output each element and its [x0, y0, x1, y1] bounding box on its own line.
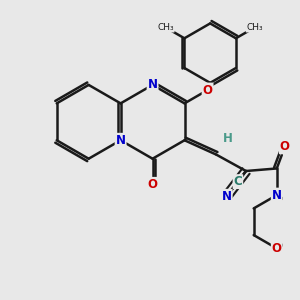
Text: N: N	[272, 189, 282, 202]
Text: H: H	[223, 132, 232, 145]
Text: O: O	[272, 242, 282, 255]
Text: N: N	[148, 78, 158, 92]
Text: CH₃: CH₃	[158, 23, 174, 32]
Text: O: O	[202, 83, 213, 97]
Text: CH₃: CH₃	[246, 23, 263, 32]
Text: N: N	[222, 190, 232, 203]
Text: C: C	[233, 175, 242, 188]
Text: O: O	[148, 178, 158, 191]
Text: O: O	[280, 140, 290, 153]
Text: N: N	[116, 134, 126, 147]
